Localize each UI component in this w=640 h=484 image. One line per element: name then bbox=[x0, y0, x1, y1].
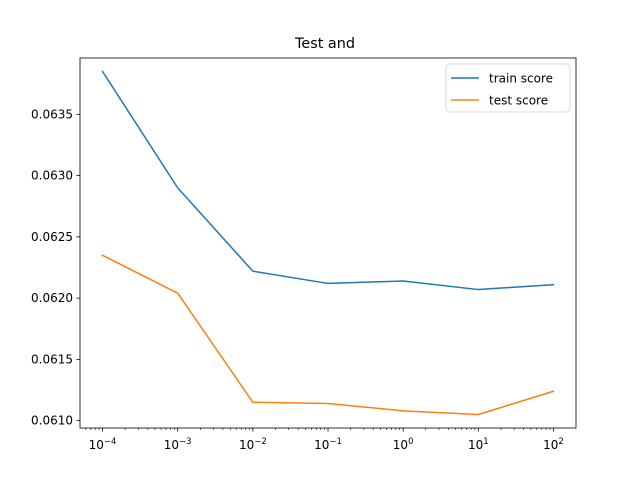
x-tick-label: 102 bbox=[543, 437, 564, 452]
legend-label: test score bbox=[489, 94, 548, 108]
x-tick-label-exponent: 0 bbox=[408, 437, 413, 447]
x-tick-label-base: 10 bbox=[543, 438, 558, 452]
y-tick-label: 0.0610 bbox=[31, 414, 73, 428]
y-tick-label: 0.0630 bbox=[31, 169, 73, 183]
x-tick-label-exponent: 2 bbox=[558, 437, 563, 447]
x-tick-label-exponent: −2 bbox=[254, 437, 267, 447]
x-tick-label-exponent: 1 bbox=[483, 437, 488, 447]
x-tick-label-exponent: −1 bbox=[329, 437, 342, 447]
plot-background bbox=[80, 58, 576, 428]
x-tick-label-base: 10 bbox=[239, 438, 254, 452]
x-tick-label: 10−3 bbox=[164, 437, 192, 452]
x-tick-label: 100 bbox=[393, 437, 414, 452]
y-tick-label: 0.0620 bbox=[31, 291, 73, 305]
x-tick-label: 10−1 bbox=[314, 437, 342, 452]
y-tick-label: 0.0615 bbox=[31, 352, 73, 366]
legend-label: train score bbox=[489, 72, 553, 86]
chart-title: Test and bbox=[294, 36, 355, 52]
legend: train score test score bbox=[446, 64, 570, 112]
y-tick-label: 0.0625 bbox=[31, 230, 73, 244]
y-tick-label: 0.0635 bbox=[31, 107, 73, 121]
x-tick-label-base: 10 bbox=[468, 438, 483, 452]
x-tick-label-exponent: −3 bbox=[179, 437, 192, 447]
plot-area bbox=[80, 58, 576, 428]
x-tick-label: 10−2 bbox=[239, 437, 267, 452]
x-tick-label-base: 10 bbox=[314, 438, 329, 452]
x-tick-label-base: 10 bbox=[89, 438, 104, 452]
x-tick-label-base: 10 bbox=[164, 438, 179, 452]
x-tick-label-exponent: −4 bbox=[104, 437, 117, 447]
x-tick-label: 10−4 bbox=[89, 437, 117, 452]
x-tick-label: 101 bbox=[468, 437, 489, 452]
x-tick-label-base: 10 bbox=[393, 438, 408, 452]
y-axis: 0.0610 0.0615 0.0620 0.0625 0.0630 0.0635 bbox=[31, 107, 80, 427]
